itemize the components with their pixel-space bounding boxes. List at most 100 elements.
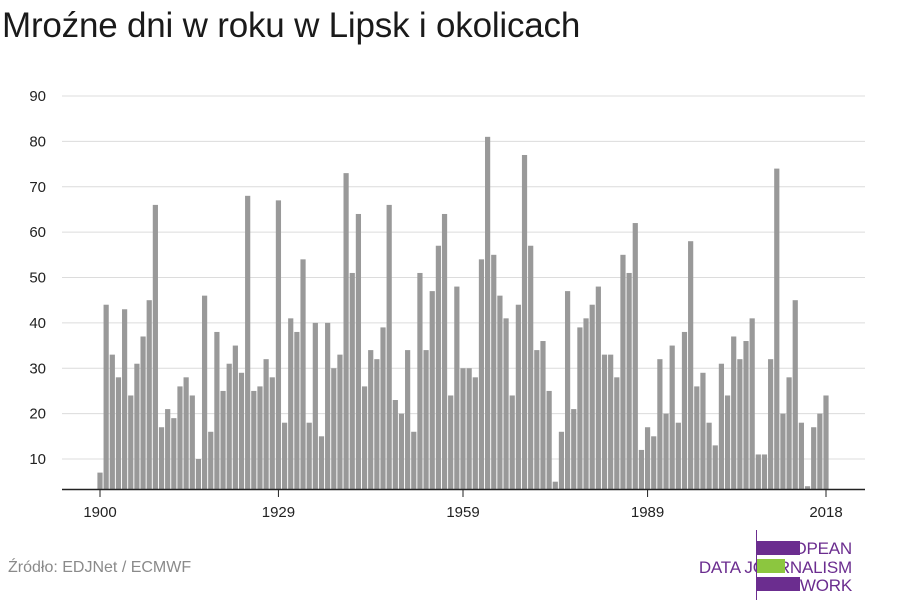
bar-1917[interactable]	[201, 295, 208, 489]
bar-2000[interactable]	[712, 445, 718, 489]
bar-1971[interactable]	[534, 350, 540, 489]
bar-1926[interactable]	[257, 386, 263, 489]
bar-1940[interactable]	[343, 173, 349, 489]
edjnet-logo[interactable]: EUROPEAN DATA JOURNALISM NETWORK	[699, 530, 900, 600]
bar-1972[interactable]	[540, 341, 546, 489]
bar-1961[interactable]	[472, 377, 478, 489]
bar-1909[interactable]	[152, 204, 158, 489]
bar-1993[interactable]	[669, 345, 675, 489]
bar-1911[interactable]	[165, 409, 171, 489]
bar-1931[interactable]	[288, 318, 294, 489]
bar-2012[interactable]	[786, 377, 792, 489]
bar-1954[interactable]	[429, 291, 435, 489]
bar-1987[interactable]	[632, 223, 638, 490]
bar-1985[interactable]	[620, 254, 626, 489]
bar-1974[interactable]	[552, 481, 558, 489]
bar-1902[interactable]	[109, 354, 115, 489]
bar-1927[interactable]	[263, 359, 269, 489]
bar-1928[interactable]	[269, 377, 275, 489]
bar-1924[interactable]	[245, 195, 251, 489]
bar-2016[interactable]	[811, 427, 817, 489]
bar-1946[interactable]	[380, 327, 386, 489]
bar-1963[interactable]	[485, 136, 491, 489]
bar-1941[interactable]	[349, 272, 355, 489]
bar-1991[interactable]	[657, 359, 663, 489]
bar-1938[interactable]	[331, 368, 337, 489]
bar-1910[interactable]	[158, 427, 165, 489]
bar-1962[interactable]	[478, 259, 485, 489]
bar-1921[interactable]	[226, 363, 232, 489]
bar-1903[interactable]	[115, 377, 122, 489]
bar-1944[interactable]	[368, 350, 374, 489]
bar-1955[interactable]	[435, 245, 441, 489]
bar-1922[interactable]	[232, 345, 238, 489]
bar-1919[interactable]	[214, 331, 220, 489]
bar-1983[interactable]	[608, 354, 614, 489]
bar-1925[interactable]	[251, 390, 257, 489]
bar-1932[interactable]	[294, 331, 300, 489]
bar-1905[interactable]	[128, 395, 134, 489]
bar-1984[interactable]	[614, 377, 620, 489]
bar-1913[interactable]	[177, 386, 183, 489]
bar-1904[interactable]	[122, 309, 128, 489]
bar-1907[interactable]	[140, 336, 146, 489]
bar-1908[interactable]	[146, 300, 152, 489]
bar-1916[interactable]	[195, 459, 202, 489]
bar-1920[interactable]	[220, 390, 226, 489]
bar-2011[interactable]	[780, 413, 786, 489]
bar-2008[interactable]	[761, 454, 768, 489]
bar-1914[interactable]	[183, 377, 189, 489]
bar-2010[interactable]	[774, 168, 780, 489]
bar-1918[interactable]	[208, 431, 214, 489]
bar-1967[interactable]	[509, 395, 515, 489]
bar-2007[interactable]	[755, 454, 761, 489]
bar-2018[interactable]	[823, 395, 829, 489]
bar-1936[interactable]	[318, 436, 325, 489]
bar-1939[interactable]	[337, 354, 343, 489]
bar-1947[interactable]	[386, 204, 392, 489]
bar-1948[interactable]	[392, 400, 398, 489]
bar-1970[interactable]	[528, 245, 534, 489]
bar-1953[interactable]	[423, 350, 429, 489]
bar-1945[interactable]	[374, 359, 380, 489]
bar-2004[interactable]	[737, 359, 743, 489]
bar-2005[interactable]	[743, 341, 749, 489]
bar-1975[interactable]	[558, 431, 565, 489]
bar-1906[interactable]	[134, 363, 140, 489]
bar-2015[interactable]	[804, 486, 811, 489]
bar-1943[interactable]	[361, 386, 368, 489]
bar-1978[interactable]	[577, 327, 583, 489]
bar-1999[interactable]	[706, 422, 712, 489]
bar-1965[interactable]	[497, 295, 503, 489]
bar-1981[interactable]	[595, 286, 601, 489]
bar-1996[interactable]	[688, 241, 694, 489]
bar-1982[interactable]	[601, 354, 608, 489]
bar-1937[interactable]	[325, 322, 331, 489]
bar-1956[interactable]	[441, 213, 448, 489]
bar-1973[interactable]	[546, 390, 552, 489]
bar-1977[interactable]	[571, 409, 577, 489]
bar-1992[interactable]	[663, 413, 669, 489]
bar-1968[interactable]	[515, 304, 521, 489]
bar-1942[interactable]	[355, 213, 362, 489]
bar-2002[interactable]	[724, 395, 731, 489]
bar-1980[interactable]	[589, 304, 595, 489]
bar-1969[interactable]	[521, 154, 528, 490]
bar-2009[interactable]	[768, 359, 774, 489]
bar-1960[interactable]	[466, 368, 472, 489]
bar-1901[interactable]	[103, 304, 109, 489]
bar-1966[interactable]	[503, 318, 509, 489]
bar-1959[interactable]	[460, 368, 466, 489]
bar-1950[interactable]	[405, 350, 411, 489]
bar-2013[interactable]	[792, 300, 798, 489]
bar-1951[interactable]	[411, 431, 417, 489]
bar-1929[interactable]	[275, 200, 282, 490]
bar-1997[interactable]	[694, 386, 700, 489]
bar-1952[interactable]	[417, 272, 423, 489]
bar-2001[interactable]	[718, 363, 725, 489]
bar-1915[interactable]	[189, 395, 195, 489]
bar-1964[interactable]	[491, 254, 497, 489]
bar-1923[interactable]	[238, 372, 245, 489]
bar-1995[interactable]	[681, 331, 688, 489]
bar-1949[interactable]	[398, 413, 405, 489]
